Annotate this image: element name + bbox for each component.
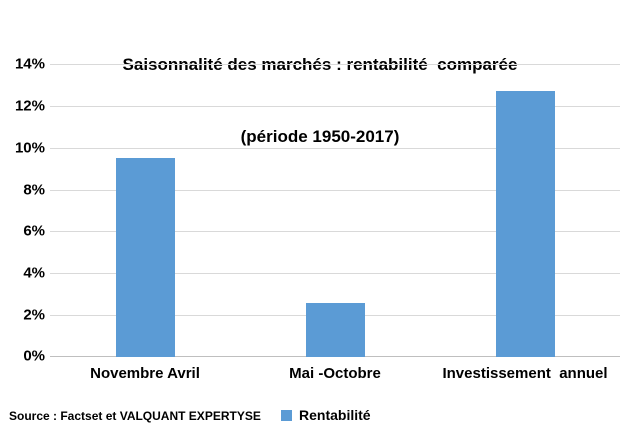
bar-2 [305, 302, 365, 357]
y-tick-8%: 8% [23, 181, 45, 199]
gridline-14% [50, 64, 620, 65]
gridline-8% [50, 189, 620, 191]
y-tick-2%: 2% [23, 306, 45, 324]
x-axis: Novembre Avril Mai -Octobre Investissement… [50, 365, 620, 382]
x-label-2: Mai -Octobre [289, 365, 381, 382]
y-tick-6%: 6% [23, 222, 45, 240]
legend-label: Rentabilité [299, 407, 371, 423]
gridline-10% [50, 147, 620, 149]
gridline-12% [50, 105, 620, 107]
legend-marker-rentabilite [281, 409, 292, 421]
gridline-6% [50, 231, 620, 233]
y-tick-0%: 0% [23, 347, 45, 365]
bar-1 [115, 158, 175, 357]
y-tick-14%: 14% [14, 55, 45, 73]
source-note: Source : Factset et VALQUANT EXPERTYSE [9, 409, 261, 423]
legend: Rentabilité [281, 407, 371, 423]
y-tick-4%: 4% [23, 264, 45, 282]
x-label-1: Novembre Avril [90, 365, 200, 382]
chart-title-line2: (période 1950-2017) [240, 127, 400, 146]
y-tick-10%: 10% [14, 139, 45, 157]
bar-3 [495, 91, 555, 357]
gridline-4% [50, 273, 620, 275]
x-label-3: Investissement annuel [442, 365, 608, 382]
plot-area [50, 64, 620, 357]
y-axis: 0% 2% 4% 6% 8% 10% 12% 14% [0, 56, 45, 365]
y-tick-12%: 12% [14, 97, 45, 115]
